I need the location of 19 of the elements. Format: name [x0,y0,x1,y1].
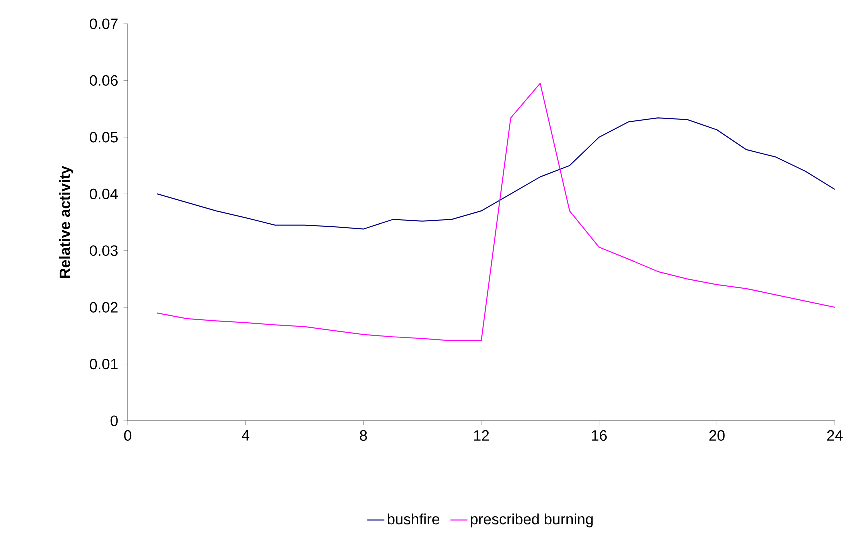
y-tick-label: 0.05 [90,132,118,143]
y-tick-label: 0.02 [90,302,118,313]
legend-label: prescribed burning [471,514,593,528]
y-tick-label: 0.01 [90,358,118,370]
y-tick-label: 0.03 [90,246,118,256]
x-tick-label: 4 [242,430,250,441]
x-tick-label: 16 [592,430,607,442]
y-tick-label: 0 [110,416,118,426]
x-tick-label: 20 [710,430,725,442]
x-tick-label: 12 [474,430,490,441]
x-tick-label: 8 [360,430,368,442]
y-tick-label: 0.07 [90,18,118,30]
x-tick-label: 24 [827,430,843,441]
y-tick-label: 0.06 [90,75,118,86]
x-tick-label: 0 [124,430,132,442]
legend-label: bushfire [388,514,440,525]
y-axis-title: Relative activity [59,166,74,278]
line-series [156,118,836,230]
y-tick-label: 0.04 [90,188,118,200]
